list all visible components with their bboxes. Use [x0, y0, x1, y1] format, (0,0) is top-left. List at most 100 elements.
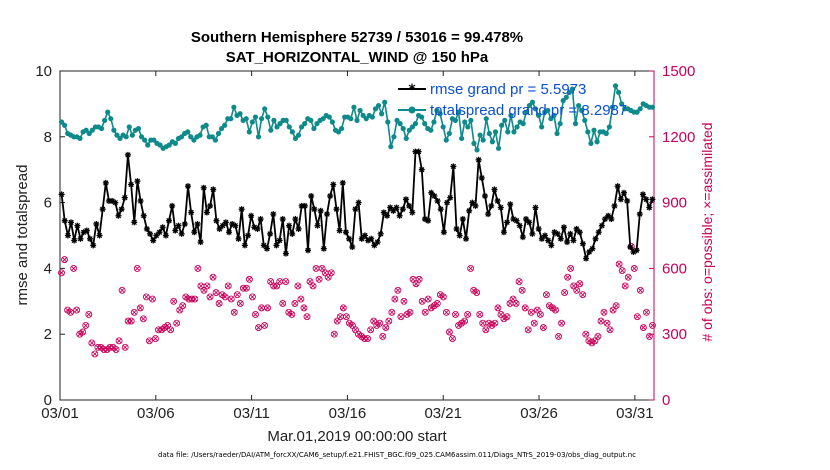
totalspread-point — [400, 125, 406, 132]
rmse-point — [308, 193, 315, 200]
totalspread-point — [591, 127, 597, 133]
totalspread-point — [231, 104, 237, 110]
x-tick-label: 03/01 — [41, 405, 79, 422]
totalspread-point — [252, 114, 259, 120]
obs-count-point — [61, 256, 68, 264]
obs-count-point — [212, 289, 220, 296]
rmse-point — [532, 204, 539, 211]
totalspread-point — [117, 135, 123, 142]
totalspread-point — [563, 94, 569, 100]
rmse-point — [608, 216, 615, 223]
rmse-point — [175, 222, 182, 229]
rmse-point — [548, 242, 555, 249]
rmse-point — [254, 225, 261, 232]
obs-count-point — [294, 282, 302, 290]
rmse-point — [320, 245, 327, 252]
rmse-point — [437, 206, 444, 213]
rmse-point — [526, 219, 533, 226]
obs-count-point — [473, 289, 481, 296]
obs-count-point — [215, 300, 223, 307]
obs-count-point — [115, 337, 123, 345]
obs-count-point — [391, 295, 399, 303]
x-axis: 03/01 03/06 03/11 03/16 03/21 03/26 03/31 — [41, 71, 654, 422]
rmse-point — [339, 179, 346, 186]
obs-count-point — [612, 302, 620, 310]
obs-count-point — [152, 335, 159, 343]
obs-count-point — [282, 278, 290, 286]
obs-count-point — [521, 304, 529, 312]
totalspread-point — [172, 140, 179, 146]
obs-count-point — [461, 317, 469, 325]
totalspread-point — [477, 132, 483, 138]
rmse-point — [323, 211, 330, 218]
legend-marker-totalspread — [408, 106, 416, 114]
rmse-point — [162, 232, 169, 239]
obs-count-point — [579, 291, 587, 299]
rmse-point — [589, 245, 596, 252]
obs-count-point — [233, 291, 241, 299]
rmse-point — [305, 247, 312, 254]
totalspread-point — [86, 130, 92, 137]
totalspread-point — [329, 119, 335, 125]
totalspread-point — [123, 134, 129, 140]
totalspread-point — [83, 127, 89, 133]
totalspread-point — [77, 135, 83, 142]
rmse-point — [649, 196, 656, 203]
obs-count-point — [497, 311, 505, 318]
rmse-point — [507, 201, 514, 208]
rmse-point — [330, 181, 337, 188]
rmse-point — [374, 239, 381, 246]
totalspread-point — [474, 147, 480, 153]
rmse-point — [61, 217, 68, 224]
rmse-point — [564, 239, 571, 246]
x-tick-label: 03/26 — [520, 405, 558, 422]
totalspread-point — [409, 124, 415, 130]
totalspread-point — [62, 122, 68, 128]
rmse-point — [387, 204, 394, 211]
rmse-point — [270, 211, 277, 218]
y-tick-label: 8 — [44, 129, 52, 146]
rmse-point — [504, 219, 511, 226]
rmse-point — [466, 207, 473, 214]
totalspread-point — [446, 130, 452, 137]
obs-count-point — [539, 324, 547, 332]
totalspread-point — [382, 99, 388, 105]
y-tick-label: 4 — [44, 260, 52, 277]
rmse-point — [576, 229, 583, 236]
rmse-point — [485, 211, 492, 218]
totalspread-point — [508, 112, 514, 119]
obs-count-point — [536, 311, 544, 318]
obs-count-point — [624, 273, 632, 281]
rmse-point — [560, 224, 567, 231]
rmse-point — [207, 202, 214, 209]
legend-marker-rmse: * — [408, 82, 416, 98]
totalspread-point — [218, 125, 225, 132]
totalspread-point — [391, 134, 397, 140]
rmse-point — [516, 222, 523, 229]
obs-count-point — [558, 319, 566, 327]
obs-count-point — [376, 319, 384, 327]
rmse-point — [541, 232, 548, 239]
totalspread-point — [292, 135, 299, 142]
totalspread-point — [246, 129, 252, 135]
totalspread-point — [157, 142, 163, 148]
rmse-point — [459, 216, 466, 223]
totalspread-point — [394, 117, 400, 123]
totalspread-point — [326, 114, 332, 120]
obs-count-point — [621, 282, 629, 290]
obs-count-point — [242, 284, 250, 292]
obs-count-point — [633, 313, 641, 321]
obs-count-point — [73, 306, 81, 314]
obs-count-point — [573, 286, 581, 294]
totalspread-point — [434, 107, 440, 114]
x-tick-label: 03/31 — [616, 405, 654, 422]
totalspread-point — [492, 129, 499, 135]
rmse-point — [519, 234, 526, 241]
rmse-point — [96, 232, 103, 239]
obs-count-point — [639, 324, 647, 332]
totalspread-point — [277, 121, 283, 127]
obs-count-point — [630, 264, 638, 272]
totalspread-point — [138, 134, 145, 140]
totalspread-point — [314, 121, 320, 127]
totalspread-point — [320, 116, 326, 122]
